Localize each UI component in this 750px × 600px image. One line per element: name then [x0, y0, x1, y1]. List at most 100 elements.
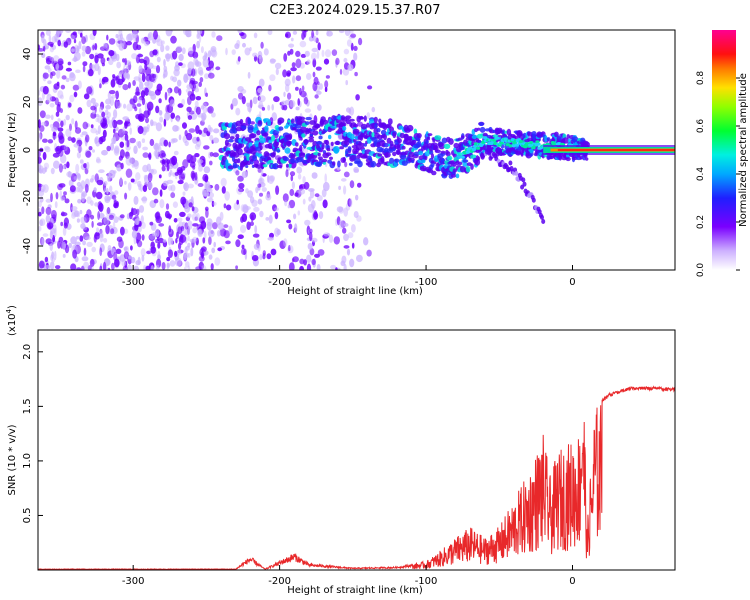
spectrogram-noise-blob [131, 208, 138, 216]
spectrogram-noise-blob [306, 263, 312, 270]
spectrogram-noise-blob [71, 118, 75, 125]
spectrogram-signal-blob [254, 123, 258, 131]
spectrogram-noise-blob [69, 123, 72, 132]
spectrogram-noise-blob [97, 115, 103, 124]
spectrogram-noise-blob [116, 236, 123, 242]
spectrogram-noise-blob [312, 71, 316, 78]
spectrogram-noise-blob [83, 163, 88, 169]
spectrogram-noise-blob [190, 155, 197, 164]
spectrogram-noise-blob [338, 219, 344, 229]
spectrogram-noise-blob [69, 185, 76, 193]
spectrogram-noise-blob [59, 190, 63, 199]
spectrogram-noise-blob [71, 212, 76, 219]
spectrogram-noise-blob [203, 101, 209, 107]
spectrogram-signal-blob [318, 156, 323, 161]
spectrogram-noise-blob [68, 102, 72, 108]
spectrogram-signal-blob [427, 133, 433, 137]
spectrogram-noise-blob [288, 223, 293, 230]
spectrogram-signal-blob [349, 118, 355, 122]
spectrogram-noise-blob [311, 30, 315, 39]
spectrogram-noise-blob [38, 157, 42, 164]
spectrogram-signal-blob [387, 162, 391, 167]
spectrogram-noise-blob [176, 167, 183, 175]
spectrogram-noise-blob [120, 226, 125, 236]
spectrogram-noise-blob [252, 96, 258, 105]
spectrogram-noise-blob [127, 33, 134, 41]
spectrogram-noise-blob [86, 86, 93, 95]
spectrogram-signal-blob [434, 135, 442, 141]
spectrogram-signal-blob [237, 148, 243, 156]
spectrogram-noise-blob [343, 171, 350, 178]
spectrogram-noise-blob [250, 121, 255, 125]
spectrogram-noise-blob [356, 254, 363, 263]
spectrogram-noise-blob [103, 238, 108, 243]
spectrogram-noise-blob [275, 68, 279, 76]
spectrogram-noise-blob [160, 44, 165, 53]
spectrogram-noise-blob [141, 195, 147, 204]
spectrogram-noise-blob [180, 173, 185, 179]
spectrogram-noise-blob [236, 199, 239, 205]
spectrogram-noise-blob [47, 222, 54, 229]
spectrogram-noise-blob [195, 266, 202, 270]
spectrogram-noise-blob [207, 229, 215, 238]
spectrogram-signal-blob [221, 125, 227, 131]
spectrogram-x-tick-label: -200 [268, 277, 291, 288]
spectrogram-signal-blob [261, 132, 269, 137]
spectrogram-noise-blob [62, 164, 66, 170]
spectrogram-noise-blob [137, 53, 144, 58]
spectrogram-noise-blob [172, 124, 179, 132]
spectrogram-signal-blob [283, 143, 287, 147]
spectrogram-noise-blob [237, 86, 244, 92]
spectrogram-noise-blob [247, 71, 251, 79]
spectrogram-noise-blob [235, 170, 240, 176]
spectrogram-noise-blob [92, 149, 95, 153]
spectrogram-signal-blob [431, 170, 437, 176]
spectrogram-noise-blob [267, 236, 274, 241]
spectrogram-branch-blob [540, 214, 544, 220]
spectrogram-noise-blob [191, 89, 194, 97]
spectrogram-noise-blob [238, 92, 244, 100]
spectrogram-noise-blob [41, 34, 45, 44]
spectrogram-noise-blob [124, 180, 127, 185]
spectrogram-noise-blob [231, 98, 238, 107]
spectrogram-noise-blob [71, 137, 76, 143]
spectrogram-noise-blob [75, 163, 80, 173]
spectrogram-noise-blob [64, 146, 71, 155]
spectrogram-signal-blob [395, 149, 401, 155]
spectrogram-noise-blob [178, 88, 182, 96]
spectrogram-noise-blob [250, 214, 254, 222]
spectrogram-signal-blob [268, 139, 273, 145]
spectrogram-noise-blob [166, 256, 171, 262]
spectrogram-noise-blob [76, 45, 80, 53]
spectrogram-noise-blob [128, 82, 131, 89]
spectrogram-noise-blob [287, 92, 292, 100]
spectrogram-noise-blob [127, 264, 132, 270]
spectrogram-noise-blob [94, 202, 99, 207]
spectrogram-noise-blob [169, 99, 175, 107]
spectrogram-noise-blob [108, 57, 114, 66]
spectrogram-noise-blob [297, 210, 301, 216]
spectrogram-noise-blob [292, 75, 296, 84]
spectrogram-noise-blob [317, 249, 325, 256]
spectrogram-core-blob [460, 155, 465, 159]
spectrogram-noise-blob [353, 211, 359, 218]
spectrogram-noise-blob [235, 107, 241, 116]
snr-frame [37, 329, 676, 571]
spectrogram-noise-blob [137, 140, 142, 149]
spectrogram-noise-blob [123, 103, 127, 109]
spectrogram-noise-blob [297, 98, 301, 106]
spectrogram-noise-blob [259, 210, 264, 218]
spectrogram-noise-blob [95, 158, 102, 164]
spectrogram-noise-blob [206, 197, 214, 203]
spectrogram-noise-blob [49, 230, 54, 239]
spectrogram-noise-blob [95, 141, 100, 147]
spectrogram-noise-blob [93, 234, 97, 243]
spectrogram-noise-blob [97, 65, 101, 76]
spectrogram-signal-blob [357, 160, 363, 168]
spectrogram-noise-blob [208, 72, 215, 79]
spectrogram-noise-blob [120, 37, 125, 47]
spectrogram-noise-blob [331, 49, 338, 56]
spectrogram-noise-blob [73, 176, 79, 181]
spectrogram-noise-blob [313, 211, 319, 220]
spectrogram-noise-blob [304, 50, 310, 57]
